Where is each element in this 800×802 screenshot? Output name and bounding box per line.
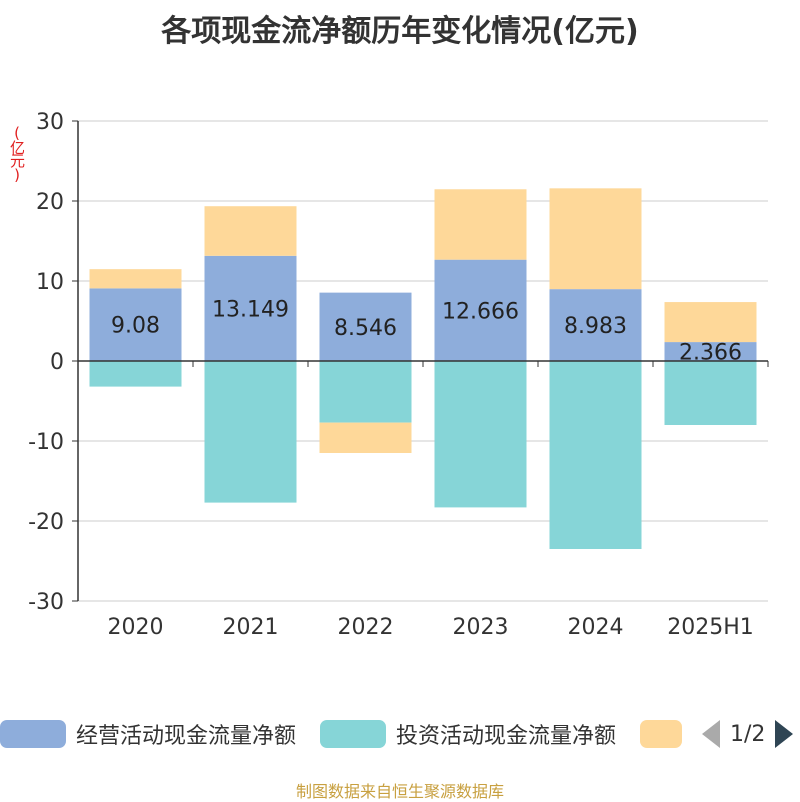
data-label: 9.08 bbox=[111, 314, 160, 339]
legend-pager: 1/2 bbox=[702, 716, 794, 752]
y-tick-label: 0 bbox=[50, 350, 64, 375]
bar-2020-series-2 bbox=[89, 269, 182, 289]
bar-2021-series-0 bbox=[204, 255, 297, 361]
legend-label-operating: 经营活动现金流量净额 bbox=[76, 724, 297, 749]
legend-item-operating[interactable]: 经营活动现金流量净额 bbox=[0, 716, 296, 752]
bar-2022-series-1 bbox=[319, 361, 412, 423]
legend: 经营活动现金流量净额 投资活动现金流量净额 1/2 bbox=[0, 716, 800, 752]
y-axis-unit: (亿元) bbox=[8, 124, 26, 182]
bar-2024-series-2 bbox=[549, 188, 642, 290]
data-label: 8.546 bbox=[334, 316, 397, 341]
legend-swatch-third bbox=[640, 720, 682, 748]
x-tick-label: 2021 bbox=[223, 615, 279, 640]
data-source-note: 制图数据来自恒生聚源数据库 bbox=[295, 782, 504, 801]
y-tick-label: 10 bbox=[36, 270, 64, 295]
bar-2021-series-1 bbox=[204, 361, 297, 503]
y-tick-label: -10 bbox=[28, 430, 64, 455]
y-tick-label: 20 bbox=[36, 190, 64, 215]
x-tick-label: 2023 bbox=[453, 615, 509, 640]
y-tick-label: -20 bbox=[28, 510, 64, 535]
legend-label-investing: 投资活动现金流量净额 bbox=[396, 724, 617, 749]
legend-page-indicator: 1/2 bbox=[730, 721, 766, 747]
x-tick-label: 2025H1 bbox=[667, 615, 754, 640]
bar-2023-series-0 bbox=[434, 259, 527, 361]
bar-2020-series-0 bbox=[89, 288, 182, 361]
legend-item-investing[interactable]: 投资活动现金流量净额 bbox=[320, 716, 616, 752]
data-label: 12.666 bbox=[442, 299, 519, 324]
x-tick-label: 2020 bbox=[108, 615, 164, 640]
bar-2025H1-series-0 bbox=[664, 342, 757, 361]
chart-title: 各项现金流净额历年变化情况(亿元) bbox=[161, 14, 639, 49]
y-tick-label: 30 bbox=[36, 110, 64, 135]
bar-2021-series-2 bbox=[204, 206, 297, 256]
x-tick-label: 2024 bbox=[568, 615, 624, 640]
legend-item-third[interactable] bbox=[640, 716, 682, 752]
x-tick-label: 2022 bbox=[338, 615, 394, 640]
bar-2024-series-1 bbox=[549, 361, 642, 549]
legend-swatch-operating bbox=[0, 720, 66, 748]
bar-2024-series-0 bbox=[549, 289, 642, 361]
bar-2023-series-2 bbox=[434, 189, 527, 260]
y-tick-label: -30 bbox=[28, 590, 64, 615]
bar-2020-series-1 bbox=[89, 361, 182, 387]
legend-prev-arrow-icon[interactable] bbox=[702, 720, 720, 748]
legend-next-arrow-icon[interactable] bbox=[775, 720, 794, 748]
bar-2022-series-0 bbox=[319, 292, 412, 361]
data-label: 2.366 bbox=[679, 341, 742, 366]
data-label: 13.149 bbox=[212, 297, 289, 322]
bar-2025H1-series-1 bbox=[664, 361, 757, 425]
bar-2023-series-1 bbox=[434, 361, 527, 508]
stacked-bar-chart: 30 20 10 0 -10 -20 -30 9.08 13.149 8.546 12.666 8.9… bbox=[28, 110, 769, 640]
bar-2022-series-2 bbox=[319, 422, 412, 453]
legend-swatch-investing bbox=[320, 720, 386, 748]
data-label: 8.983 bbox=[564, 314, 627, 339]
bar-2025H1-series-2 bbox=[664, 302, 757, 343]
